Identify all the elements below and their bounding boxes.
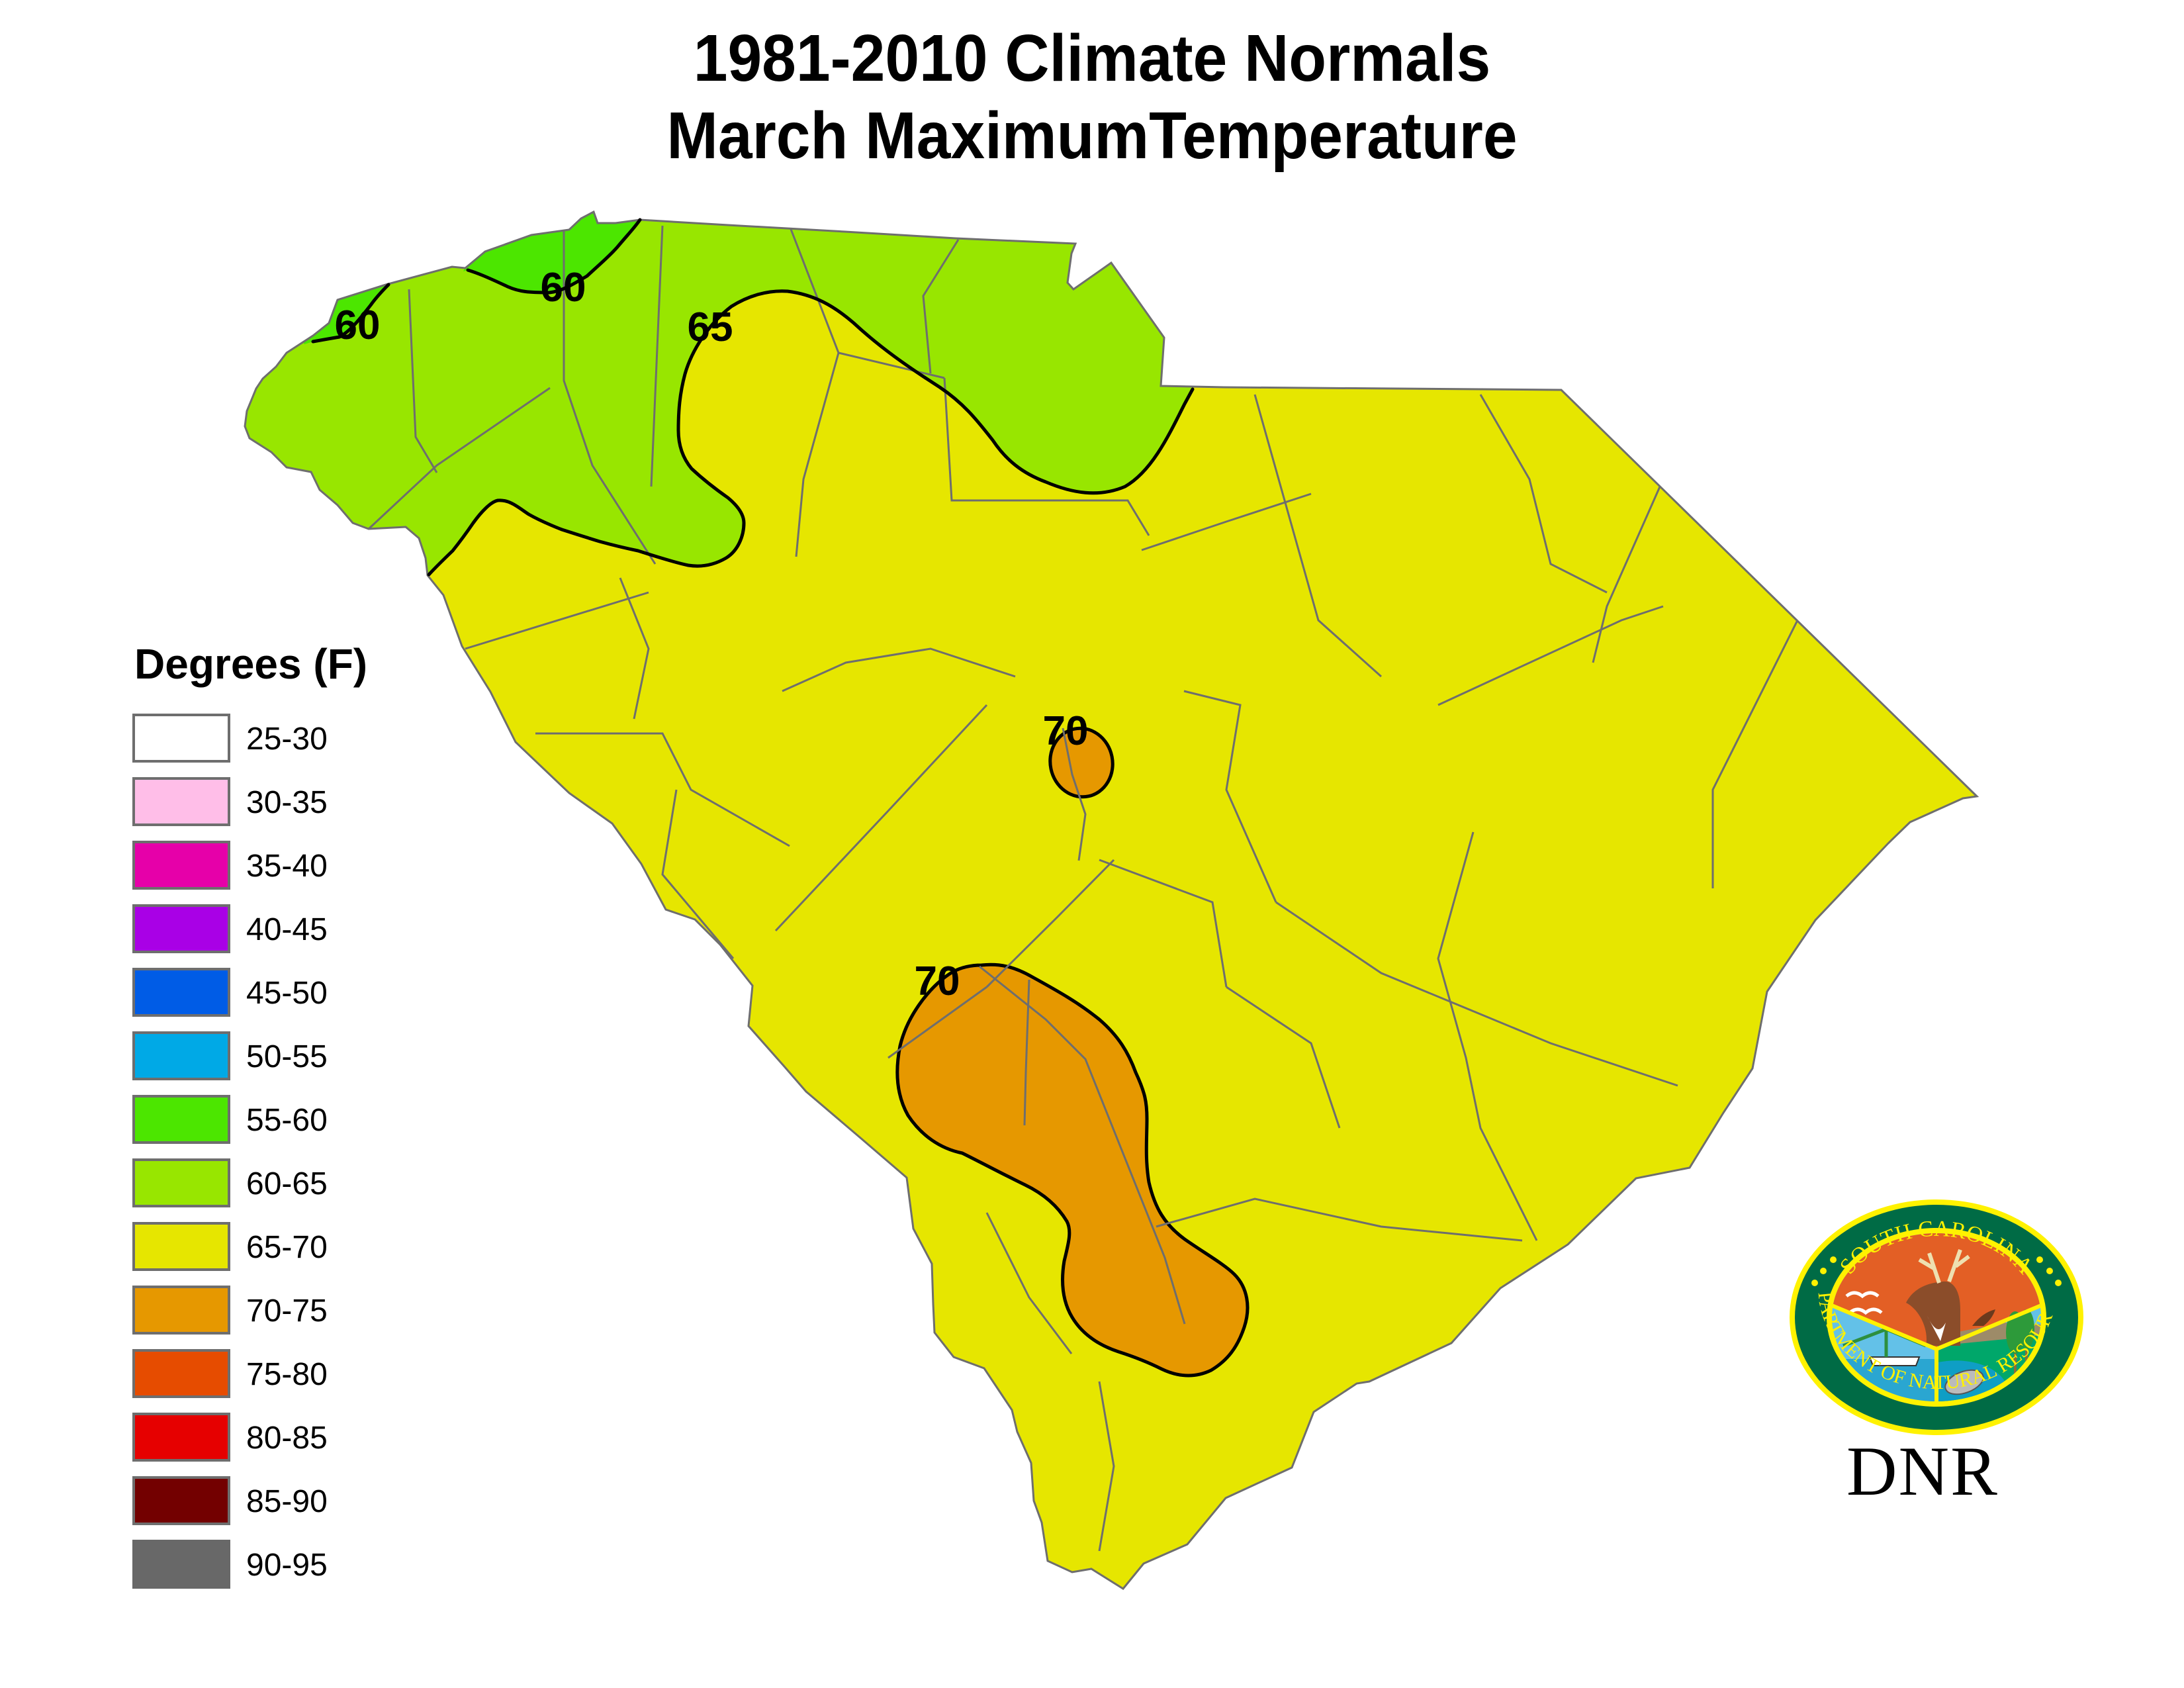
legend-swatch	[132, 1413, 230, 1462]
legend-item: 60-65	[132, 1158, 410, 1207]
legend-label: 60-65	[246, 1166, 328, 1201]
county-boundaries	[367, 225, 1799, 1552]
legend-swatch	[132, 777, 230, 826]
gull-icon	[1845, 1291, 1883, 1315]
legend-label: 35-40	[246, 849, 328, 884]
legend-swatch	[132, 904, 230, 953]
legend-label: 45-50	[246, 976, 328, 1011]
legend-swatch	[132, 1476, 230, 1525]
legend-swatch	[132, 1286, 230, 1335]
legend-item: 65-70	[132, 1222, 410, 1271]
deer-icon	[1906, 1281, 1960, 1346]
legend-swatch	[132, 1095, 230, 1144]
contour-label-60-west: 60	[335, 303, 381, 348]
legend-title: Degrees (F)	[134, 640, 368, 688]
fish-icon	[1944, 1369, 1984, 1395]
legend-swatch	[132, 714, 230, 763]
legend-item: 45-50	[132, 968, 410, 1017]
isotherm-60-north	[466, 218, 642, 295]
shrimp-boat-icon	[1868, 1356, 1921, 1366]
isotherm-60-west	[311, 283, 390, 344]
map-title-line1: 1981-2010 Climate Normals	[693, 21, 1491, 95]
legend-swatch	[132, 1349, 230, 1398]
legend-item: 70-75	[132, 1286, 410, 1335]
legend-item: 90-95	[132, 1540, 410, 1589]
legend-label: 80-85	[246, 1421, 328, 1456]
legend-label: 25-30	[246, 722, 328, 757]
legend-label: 70-75	[246, 1293, 328, 1329]
state-outline	[244, 210, 1979, 1590]
contour-label-60-north: 60	[541, 265, 586, 310]
zone-55-60-north	[463, 212, 643, 293]
isotherm-65	[427, 289, 1195, 577]
legend-label: 65-70	[246, 1230, 328, 1265]
legend-label: 85-90	[246, 1484, 328, 1519]
contour-label-70-south: 70	[915, 959, 960, 1004]
legend-item: 55-60	[132, 1095, 410, 1144]
zone-60-65	[245, 212, 1211, 596]
legend-swatch	[132, 1540, 230, 1589]
legend-item: 80-85	[132, 1413, 410, 1462]
scdnr-seal-logo: SOUTH CAROLINA DEPARTMENT OF NATURAL RES…	[1787, 1197, 2083, 1435]
zone-70-75-south	[895, 962, 1250, 1378]
legend-item: 50-55	[132, 1031, 410, 1080]
legend-label: 55-60	[246, 1103, 328, 1138]
contour-label-65: 65	[688, 305, 733, 350]
isotherm-lines	[311, 218, 1195, 577]
legend-item: 85-90	[132, 1476, 410, 1525]
legend-label: 30-35	[246, 785, 328, 820]
seal-star-icons	[1811, 1256, 2062, 1286]
legend-item: 75-80	[132, 1349, 410, 1398]
legend-label: 40-45	[246, 912, 328, 947]
isotherm-labels: 60 60 65 70 70	[335, 265, 1089, 1004]
legend-swatch	[132, 1031, 230, 1080]
legend-label: 90-95	[246, 1548, 328, 1583]
legend-item: 30-35	[132, 777, 410, 826]
legend-swatch	[132, 841, 230, 890]
legend-swatch	[132, 1222, 230, 1271]
contour-label-70-central: 70	[1043, 708, 1089, 754]
legend-item: 25-30	[132, 714, 410, 763]
legend-swatch	[132, 1158, 230, 1207]
legend-label: 75-80	[246, 1357, 328, 1392]
legend-swatch	[132, 968, 230, 1017]
legend-label: 50-55	[246, 1039, 328, 1074]
eagle-icon	[1972, 1309, 1995, 1326]
legend-item: 40-45	[132, 904, 410, 953]
dnr-wordmark: DNR	[1846, 1432, 1999, 1510]
legend-item: 35-40	[132, 841, 410, 890]
map-title-line2: March MaximumTemperature	[666, 99, 1518, 173]
